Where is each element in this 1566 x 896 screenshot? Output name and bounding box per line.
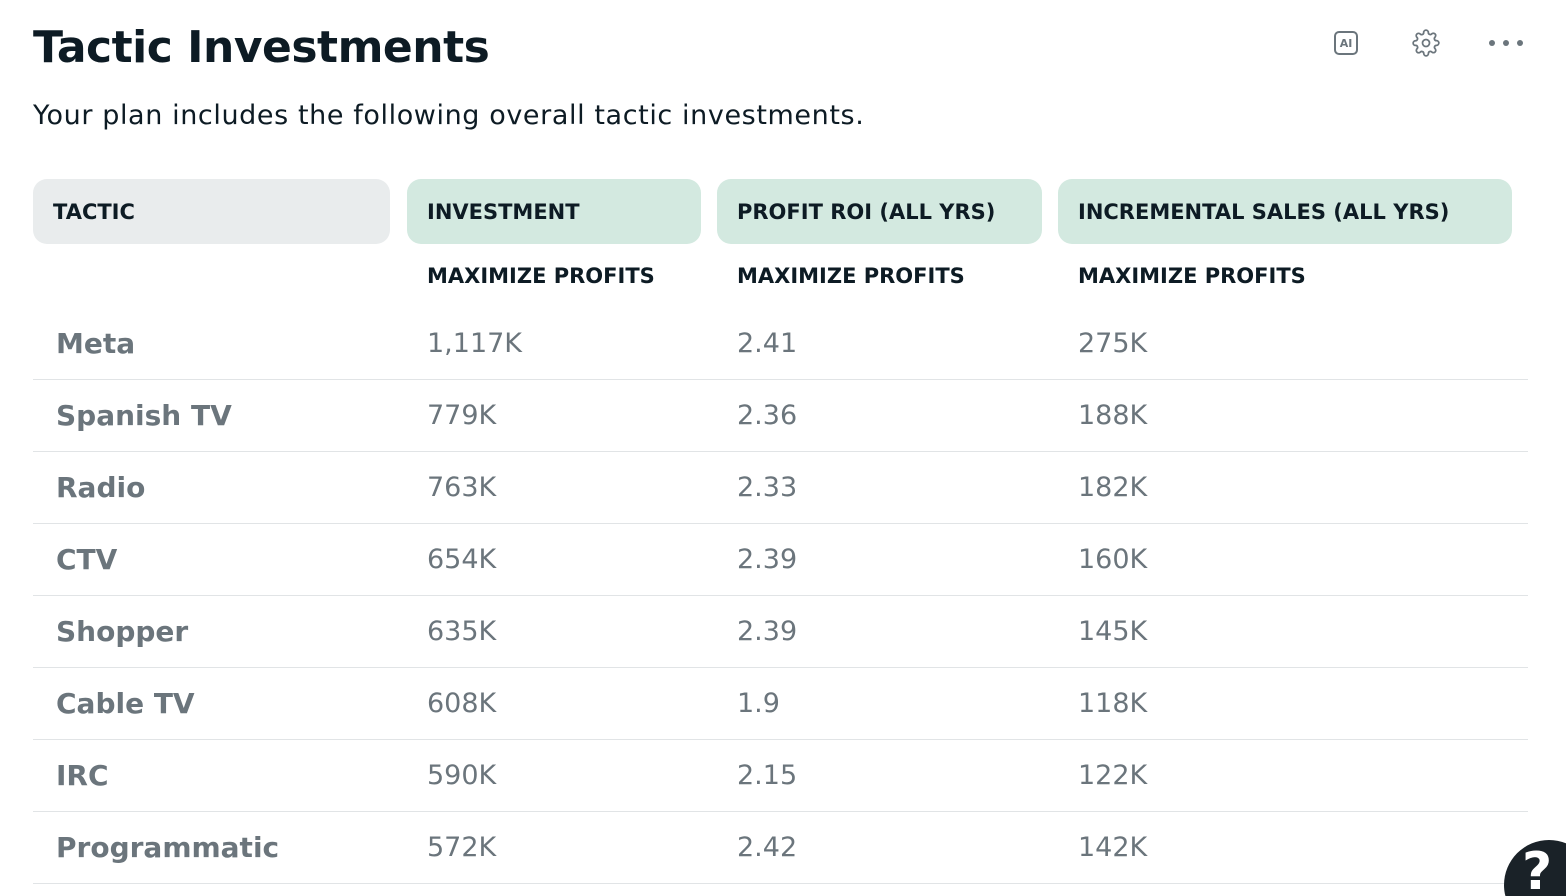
gear-icon [1412, 29, 1440, 57]
column-header-incremental-sales[interactable]: INCREMENTAL SALES (ALL YRS) [1058, 179, 1512, 244]
more-horizontal-icon [1489, 40, 1523, 46]
column-header-tactic[interactable]: TACTIC [33, 179, 390, 244]
more-options-button[interactable] [1486, 26, 1526, 60]
investment-value: 763K [427, 472, 497, 503]
subheader-investment: MAXIMIZE PROFITS [427, 264, 655, 288]
ai-icon: AI [1334, 31, 1358, 55]
help-icon: ? [1522, 842, 1553, 896]
incremental-sales-value: 188K [1078, 400, 1148, 431]
profit-roi-value: 2.39 [737, 544, 798, 575]
ai-icon-label: AI [1339, 36, 1353, 50]
table-row: Shopper 635K 2.39 145K [33, 596, 1528, 668]
table-row: Cable TV 608K 1.9 118K [33, 668, 1528, 740]
tactic-name: Meta [56, 327, 136, 360]
page-title: Tactic Investments [33, 22, 490, 73]
tactic-name: Radio [56, 471, 146, 504]
investment-value: 654K [427, 544, 497, 575]
tactic-name: Spanish TV [56, 399, 232, 432]
help-button[interactable]: ? [1504, 840, 1566, 896]
profit-roi-value: 1.9 [737, 688, 780, 719]
table-row: Meta 1,117K 2.41 275K [33, 308, 1528, 380]
incremental-sales-value: 160K [1078, 544, 1148, 575]
investment-value: 1,117K [427, 328, 523, 359]
incremental-sales-value: 118K [1078, 688, 1148, 719]
table-row: CTV 654K 2.39 160K [33, 524, 1528, 596]
investment-value: 572K [427, 832, 497, 863]
column-header-profit-roi[interactable]: PROFIT ROI (ALL YRS) [717, 179, 1042, 244]
tactic-name: Cable TV [56, 687, 195, 720]
profit-roi-value: 2.33 [737, 472, 798, 503]
page-subtitle: Your plan includes the following overall… [33, 100, 865, 131]
profit-roi-value: 2.36 [737, 400, 798, 431]
table-row: Programmatic 572K 2.42 142K [33, 812, 1528, 884]
panel-toolbar: AI [1326, 26, 1526, 60]
investment-value: 608K [427, 688, 497, 719]
table-row: Radio 763K 2.33 182K [33, 452, 1528, 524]
table-header-row: TACTIC INVESTMENT PROFIT ROI (ALL YRS) I… [33, 179, 1528, 244]
profit-roi-value: 2.42 [737, 832, 798, 863]
investment-value: 635K [427, 616, 497, 647]
investment-value: 779K [427, 400, 497, 431]
subheader-profit-roi: MAXIMIZE PROFITS [737, 264, 965, 288]
subheader-incremental-sales: MAXIMIZE PROFITS [1078, 264, 1306, 288]
tactic-name: Shopper [56, 615, 189, 648]
incremental-sales-value: 145K [1078, 616, 1148, 647]
incremental-sales-value: 142K [1078, 832, 1148, 863]
ai-button[interactable]: AI [1326, 26, 1366, 60]
incremental-sales-value: 182K [1078, 472, 1148, 503]
column-header-investment[interactable]: INVESTMENT [407, 179, 701, 244]
incremental-sales-value: 122K [1078, 760, 1148, 791]
settings-button[interactable] [1406, 26, 1446, 60]
tactic-name: IRC [56, 759, 109, 792]
tactic-investments-table: TACTIC INVESTMENT PROFIT ROI (ALL YRS) I… [33, 179, 1528, 884]
profit-roi-value: 2.15 [737, 760, 798, 791]
profit-roi-value: 2.41 [737, 328, 798, 359]
tactic-name: CTV [56, 543, 118, 576]
profit-roi-value: 2.39 [737, 616, 798, 647]
investment-value: 590K [427, 760, 497, 791]
tactic-name: Programmatic [56, 831, 280, 864]
table-subheader-row: MAXIMIZE PROFITS MAXIMIZE PROFITS MAXIMI… [33, 244, 1528, 308]
incremental-sales-value: 275K [1078, 328, 1148, 359]
table-row: Spanish TV 779K 2.36 188K [33, 380, 1528, 452]
table-row: IRC 590K 2.15 122K [33, 740, 1528, 812]
